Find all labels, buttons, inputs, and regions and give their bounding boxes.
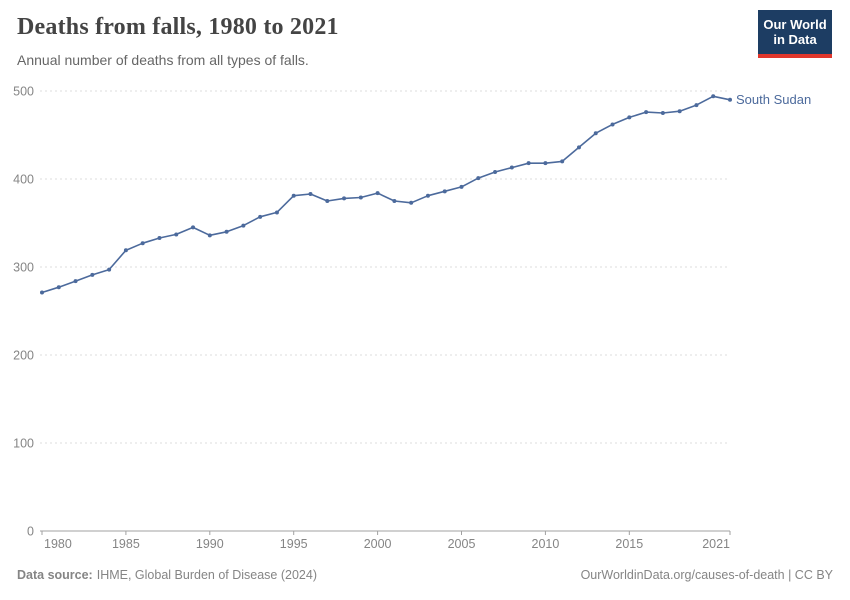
data-point[interactable]	[644, 110, 649, 115]
x-tick-label: 2010	[532, 537, 560, 551]
data-point[interactable]	[224, 229, 229, 234]
chart-footer: Data source: IHME, Global Burden of Disea…	[17, 568, 833, 582]
x-tick-label: 1980	[44, 537, 72, 551]
chart-subtitle: Annual number of deaths from all types o…	[17, 52, 309, 68]
data-point[interactable]	[107, 267, 112, 272]
data-point[interactable]	[191, 225, 196, 230]
data-point[interactable]	[476, 176, 481, 181]
data-source-text: IHME, Global Burden of Disease (2024)	[96, 568, 317, 582]
data-point[interactable]	[375, 191, 380, 196]
data-point[interactable]	[694, 103, 699, 108]
x-tick-label: 2005	[448, 537, 476, 551]
credit-link[interactable]: OurWorldinData.org/causes-of-death | CC …	[580, 568, 833, 582]
data-point[interactable]	[157, 235, 162, 240]
data-point[interactable]	[728, 97, 732, 102]
x-tick-label: 2021	[702, 537, 730, 551]
data-source-label: Data source:	[17, 568, 93, 582]
data-point[interactable]	[274, 210, 279, 215]
data-point[interactable]	[140, 241, 145, 246]
line-series-south-sudan[interactable]	[41, 95, 731, 294]
data-point[interactable]	[325, 199, 330, 203]
data-point[interactable]	[392, 199, 397, 203]
data-point[interactable]	[560, 159, 565, 164]
y-tick-label: 0	[27, 525, 34, 539]
y-tick-label: 400	[13, 173, 34, 187]
y-tick-label: 100	[13, 437, 34, 451]
data-point[interactable]	[576, 145, 581, 150]
data-point[interactable]	[677, 109, 682, 114]
data-point[interactable]	[711, 94, 716, 99]
x-tick-label: 2015	[615, 537, 643, 551]
data-point[interactable]	[241, 223, 246, 228]
data-point[interactable]	[258, 214, 263, 219]
data-point[interactable]	[409, 200, 414, 205]
data-point[interactable]	[174, 232, 179, 237]
data-point[interactable]	[73, 279, 78, 284]
data-source: Data source: IHME, Global Burden of Disea…	[17, 568, 317, 582]
data-point[interactable]	[308, 191, 313, 196]
data-point[interactable]	[593, 131, 598, 136]
data-point[interactable]	[526, 161, 531, 166]
x-tick-label: 1995	[280, 537, 308, 551]
y-tick-label: 200	[13, 349, 34, 363]
x-tick-label: 1985	[112, 537, 140, 551]
data-point[interactable]	[123, 248, 128, 253]
data-point[interactable]	[291, 193, 296, 198]
data-point[interactable]	[358, 195, 363, 200]
owid-logo[interactable]: Our World in Data	[758, 10, 832, 58]
data-point[interactable]	[610, 122, 615, 127]
data-point[interactable]	[40, 290, 44, 295]
y-tick-label: 300	[13, 261, 34, 275]
data-point[interactable]	[543, 161, 548, 166]
data-point[interactable]	[509, 165, 514, 170]
data-point[interactable]	[90, 272, 95, 277]
data-point[interactable]	[207, 233, 212, 238]
data-point[interactable]	[627, 115, 632, 120]
series-label-south-sudan[interactable]: South Sudan	[736, 92, 811, 107]
data-point[interactable]	[459, 184, 464, 189]
owid-logo-line2: in Data	[773, 32, 817, 48]
x-tick-label: 1990	[196, 537, 224, 551]
x-tick-label: 2000	[364, 537, 392, 551]
page-title: Deaths from falls, 1980 to 2021	[17, 14, 339, 40]
data-point[interactable]	[425, 193, 430, 198]
y-tick-label: 500	[13, 85, 34, 99]
data-point[interactable]	[342, 196, 347, 201]
owid-logo-line1: Our World	[763, 17, 827, 32]
data-point[interactable]	[56, 285, 61, 290]
data-point[interactable]	[442, 189, 447, 194]
data-point[interactable]	[660, 111, 665, 115]
data-point[interactable]	[493, 169, 498, 174]
